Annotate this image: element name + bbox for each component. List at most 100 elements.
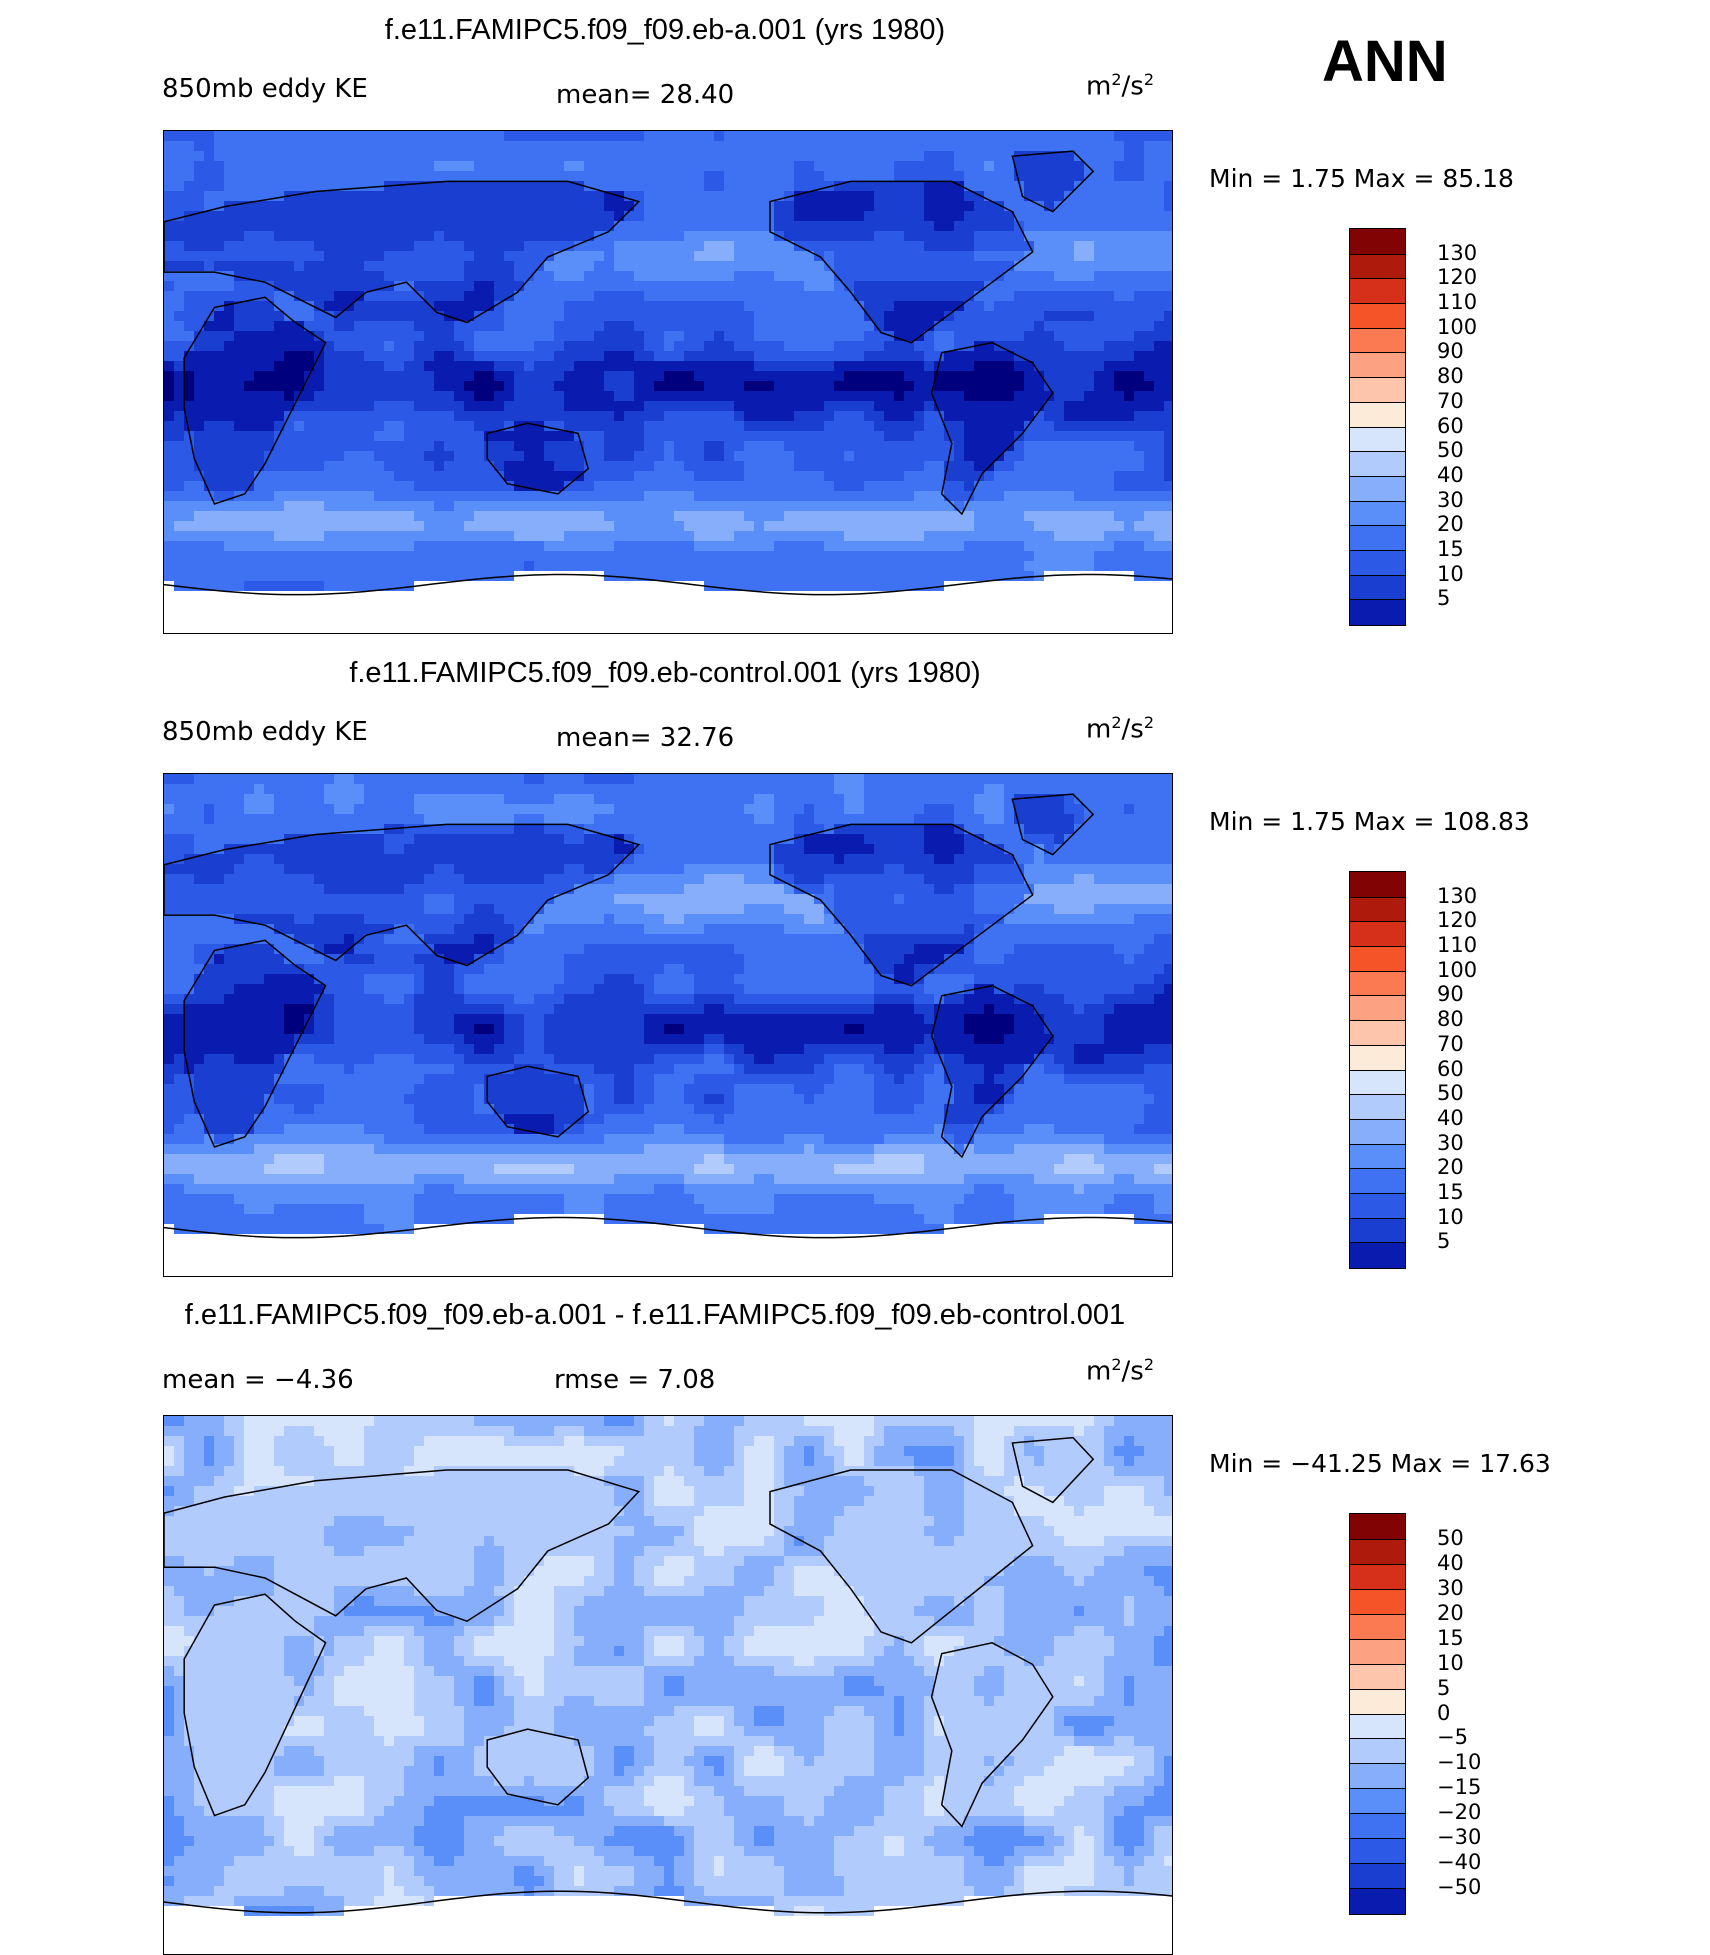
colorbar-segment bbox=[1350, 278, 1405, 304]
colorbar-segment bbox=[1350, 549, 1405, 576]
colorbar-segment bbox=[1350, 970, 1405, 996]
field-cells bbox=[164, 774, 1172, 1276]
colorbar-segment bbox=[1350, 475, 1405, 502]
colorbar-segment bbox=[1350, 1688, 1405, 1714]
min-max-label: Min = 1.75 Max = 85.18 bbox=[1209, 164, 1514, 193]
coastline-antarctica bbox=[164, 1216, 1172, 1239]
colorbar-segment bbox=[1350, 921, 1405, 947]
coastline bbox=[183, 296, 327, 505]
colorbar-segment bbox=[1350, 1813, 1405, 1839]
coastlines bbox=[164, 150, 1172, 596]
colorbar-tick-label: 60 bbox=[1437, 413, 1464, 438]
season-label: ANN bbox=[1322, 29, 1448, 94]
colorbar-segment bbox=[1350, 872, 1405, 898]
variable-label: 850mb eddy KE bbox=[162, 717, 368, 747]
colorbar bbox=[1349, 871, 1406, 1269]
colorbar-segment bbox=[1350, 1044, 1405, 1070]
mean-label: mean= 32.76 bbox=[556, 723, 735, 753]
colorbar-segment bbox=[1350, 1838, 1405, 1864]
coastlines bbox=[164, 1436, 1172, 1914]
colorbar-segment bbox=[1350, 1613, 1405, 1640]
coastline bbox=[769, 1469, 1034, 1644]
colorbar-segment bbox=[1350, 426, 1405, 452]
colorbar-segment bbox=[1350, 1888, 1405, 1914]
colorbar-segment bbox=[1350, 451, 1405, 477]
coastline bbox=[486, 1728, 590, 1806]
colorbar-segment bbox=[1350, 401, 1405, 427]
colorbar-tick-label: 50 bbox=[1437, 1081, 1464, 1106]
panel-bottom: f.e11.FAMIPC5.f09_f09.eb-a.001 - f.e11.F… bbox=[0, 1285, 1710, 1955]
contour-map bbox=[163, 773, 1173, 1277]
colorbar-tick-label: 130 bbox=[1437, 883, 1478, 908]
colorbar-tick-label: −5 bbox=[1437, 1725, 1468, 1750]
colorbar-tick-label: 70 bbox=[1437, 388, 1464, 413]
coastline bbox=[486, 1065, 590, 1138]
coastline bbox=[930, 984, 1054, 1159]
colorbar-segment bbox=[1350, 1663, 1405, 1690]
colorbar-segment bbox=[1350, 896, 1405, 922]
colorbar-segment bbox=[1350, 377, 1405, 403]
colorbar-segment bbox=[1350, 1863, 1405, 1889]
coastline bbox=[164, 1469, 641, 1623]
colorbar-segment bbox=[1350, 525, 1405, 551]
colorbar-tick-label: 40 bbox=[1437, 462, 1464, 487]
colorbar-tick-label: 40 bbox=[1437, 1550, 1464, 1575]
colorbar-tick-label: 20 bbox=[1437, 1155, 1464, 1180]
colorbar-tick-label: −10 bbox=[1437, 1750, 1482, 1775]
colorbar-segment bbox=[1350, 1242, 1405, 1268]
coastline-antarctica bbox=[164, 1890, 1172, 1914]
colorbar-segment bbox=[1350, 946, 1405, 972]
colorbar-tick-label: 110 bbox=[1437, 290, 1478, 315]
colorbar-segment bbox=[1350, 995, 1405, 1021]
coastline bbox=[1011, 150, 1095, 213]
colorbar-tick-label: −30 bbox=[1437, 1825, 1482, 1850]
rmse-label: rmse = 7.08 bbox=[554, 1365, 716, 1395]
coastline bbox=[930, 341, 1054, 516]
colorbar-tick-label: 90 bbox=[1437, 982, 1464, 1007]
coastline bbox=[183, 1593, 327, 1817]
colorbar-tick-label: 70 bbox=[1437, 1031, 1464, 1056]
colorbar-tick-label: 60 bbox=[1437, 1056, 1464, 1081]
mean-label: mean= 28.40 bbox=[556, 80, 735, 110]
colorbar-segment bbox=[1350, 229, 1405, 255]
colorbar-tick-label: 100 bbox=[1437, 314, 1478, 339]
colorbar-segment bbox=[1350, 1788, 1405, 1814]
colorbar-segment bbox=[1350, 1514, 1405, 1540]
coastline bbox=[164, 823, 641, 967]
colorbar-segment bbox=[1350, 1094, 1405, 1120]
colorbar-tick-label: 50 bbox=[1437, 438, 1464, 463]
coastline bbox=[183, 939, 327, 1148]
colorbar-segment bbox=[1350, 1563, 1405, 1590]
colorbar-segment bbox=[1350, 1168, 1405, 1194]
colorbar-tick-label: 90 bbox=[1437, 339, 1464, 364]
colorbar-tick-label: 120 bbox=[1437, 265, 1478, 290]
colorbar-tick-label: 30 bbox=[1437, 1130, 1464, 1155]
colorbar-segment bbox=[1350, 574, 1405, 600]
colorbar-segment bbox=[1350, 1538, 1405, 1565]
panel-title: f.e11.FAMIPC5.f09_f09.eb-control.001 (yr… bbox=[349, 657, 981, 689]
colorbar-tick-label: 10 bbox=[1437, 561, 1464, 586]
field-cells bbox=[164, 131, 1172, 633]
panel-title: f.e11.FAMIPC5.f09_f09.eb-a.001 - f.e11.F… bbox=[184, 1299, 1126, 1331]
colorbar-tick-label: 15 bbox=[1437, 1179, 1464, 1204]
panel-title: f.e11.FAMIPC5.f09_f09.eb-a.001 (yrs 1980… bbox=[384, 14, 946, 46]
panel-middle: f.e11.FAMIPC5.f09_f09.eb-control.001 (yr… bbox=[0, 643, 1710, 1283]
colorbar-tick-label: 10 bbox=[1437, 1204, 1464, 1229]
colorbar bbox=[1349, 1513, 1406, 1915]
coastline bbox=[164, 180, 641, 324]
colorbar-tick-label: −50 bbox=[1437, 1875, 1482, 1900]
colorbar-tick-label: 40 bbox=[1437, 1105, 1464, 1130]
colorbar-segment bbox=[1350, 1763, 1405, 1789]
contour-map bbox=[163, 1415, 1173, 1955]
colorbar-tick-label: 30 bbox=[1437, 1575, 1464, 1600]
colorbar-tick-label: 15 bbox=[1437, 536, 1464, 561]
colorbar-tick-label: 5 bbox=[1437, 1675, 1451, 1700]
colorbar-segment bbox=[1350, 1713, 1405, 1739]
coastline bbox=[930, 1642, 1054, 1828]
field-cells bbox=[164, 1416, 1172, 1954]
colorbar-tick-label: −15 bbox=[1437, 1775, 1482, 1800]
panel-top: f.e11.FAMIPC5.f09_f09.eb-a.001 (yrs 1980… bbox=[0, 0, 1710, 640]
colorbar-tick-label: 80 bbox=[1437, 1007, 1464, 1032]
coastlines bbox=[164, 793, 1172, 1239]
units-label: m2/s2 bbox=[1086, 713, 1155, 745]
